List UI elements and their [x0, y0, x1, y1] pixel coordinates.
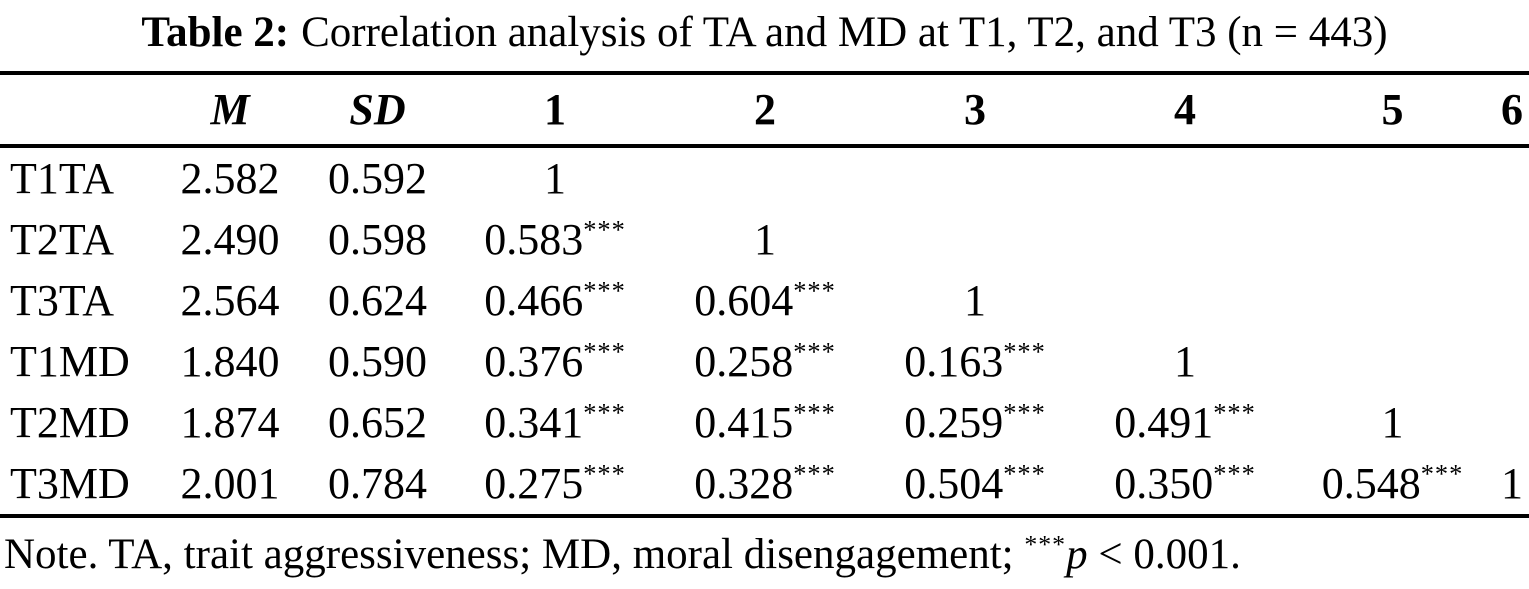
significance-stars: *** [1420, 458, 1464, 489]
significance-stars: *** [793, 275, 836, 306]
table-cell: 1.840 [180, 337, 280, 387]
significance-stars: *** [1213, 397, 1256, 428]
significance-stars: *** [793, 336, 836, 367]
significance-stars: *** [1003, 458, 1046, 489]
table-cell [1495, 392, 1529, 453]
table-row: T2MD 1.874 0.652 0.341*** 0.415*** 0.259*** 0.… [0, 392, 1529, 453]
note-suffix: < 0.001. [1087, 531, 1241, 579]
significance-stars: *** [583, 214, 626, 245]
table-title: Table 2: Correlation analysis of TA and M… [0, 0, 1529, 57]
correlation-table: M SD 1 2 3 4 5 6 T1TA 2.582 0.592 1 T2TA 2.49… [0, 71, 1529, 519]
table-cell [1290, 331, 1495, 392]
table-cell [1290, 270, 1495, 331]
table-cell: 2.582 [180, 154, 280, 204]
table-cell: 0.598 [328, 215, 427, 265]
table-cell [1080, 146, 1290, 209]
table-cell: 1 [964, 276, 986, 326]
table-cell [660, 146, 870, 209]
table-cell [1290, 209, 1495, 270]
table-cell: 0.491*** [1114, 397, 1256, 448]
row-label: T1TA [10, 154, 115, 204]
table-cell: 0.376*** [484, 336, 626, 387]
table-cell: 1 [1381, 398, 1404, 448]
table-cell: 1 [1174, 337, 1196, 387]
row-label: T2TA [10, 215, 115, 265]
table-body: T1TA 2.582 0.592 1 T2TA 2.490 0.598 0.583*** 1 T3… [0, 146, 1529, 516]
table-cell: 1 [1501, 459, 1523, 509]
table-caption: Correlation analysis of TA and MD at T1,… [301, 9, 1388, 56]
table-row: T1TA 2.582 0.592 1 [0, 146, 1529, 209]
table-cell: 0.328*** [694, 458, 836, 509]
table-cell [1080, 270, 1290, 331]
table-cell: 0.604*** [694, 275, 836, 326]
table-cell [870, 209, 1080, 270]
table-cell: 2.001 [180, 459, 280, 509]
table-cell: 0.652 [328, 398, 427, 448]
table-cell [1495, 146, 1529, 209]
table-cell: 0.592 [328, 154, 427, 204]
note-prefix: Note. TA, trait aggressiveness; MD, mora… [4, 531, 1025, 579]
table-cell: 0.258*** [694, 336, 836, 387]
table-note: Note. TA, trait aggressiveness; MD, mora… [0, 530, 1529, 579]
table-row: T3TA 2.564 0.624 0.466*** 0.604*** 1 [0, 270, 1529, 331]
row-label: T3TA [10, 276, 115, 326]
table-cell [1290, 146, 1495, 209]
table-row: T3MD 2.001 0.784 0.275*** 0.328*** 0.504*** 0.… [0, 453, 1529, 516]
table-cell [870, 146, 1080, 209]
table-cell [1080, 209, 1290, 270]
col-header-4: 4 [1080, 73, 1290, 149]
table-cell: 0.784 [328, 459, 427, 509]
table-row: T1MD 1.840 0.590 0.376*** 0.258*** 0.163*** 1 [0, 331, 1529, 392]
col-header-variable [0, 73, 155, 149]
row-label: T1MD [10, 337, 130, 387]
table-cell: 0.504*** [904, 458, 1046, 509]
col-header-5: 5 [1290, 73, 1495, 149]
col-header-mean: M [155, 73, 305, 149]
table-cell [1495, 270, 1529, 331]
significance-stars: *** [1003, 336, 1046, 367]
table-cell [1495, 209, 1529, 270]
table-cell: 0.624 [328, 276, 427, 326]
significance-stars: *** [1003, 397, 1046, 428]
note-p-symbol: p [1066, 531, 1088, 579]
table-cell: 0.341*** [484, 397, 626, 448]
col-header-6: 6 [1495, 73, 1529, 149]
table-cell: 1 [544, 154, 566, 204]
col-header-2: 2 [660, 73, 870, 149]
table-cell: 0.583*** [484, 214, 626, 265]
table-cell: 0.350*** [1114, 458, 1256, 509]
row-label: T2MD [10, 398, 130, 448]
table-cell: 1 [754, 215, 776, 265]
table-cell: 2.490 [180, 215, 280, 265]
significance-stars: *** [583, 275, 626, 306]
table-cell: 0.590 [328, 337, 427, 387]
table-cell: 0.415*** [694, 397, 836, 448]
significance-stars: *** [583, 336, 626, 367]
table-cell: 1.874 [180, 398, 280, 448]
table-cell: 0.275*** [484, 458, 626, 509]
significance-stars: *** [583, 397, 626, 428]
table-cell: 2.564 [180, 276, 280, 326]
col-header-3: 3 [870, 73, 1080, 149]
table-cell: 0.259*** [904, 397, 1046, 448]
significance-stars: *** [793, 397, 836, 428]
table-cell: 0.548*** [1321, 458, 1464, 509]
significance-stars: *** [1213, 458, 1256, 489]
col-header-sd: SD [305, 73, 450, 149]
table-cell: 0.163*** [904, 336, 1046, 387]
table-row: T2TA 2.490 0.598 0.583*** 1 [0, 209, 1529, 270]
row-label: T3MD [10, 459, 130, 509]
significance-stars: *** [793, 458, 836, 489]
col-header-1: 1 [450, 73, 660, 149]
table-number-label: Table 2: [141, 9, 290, 56]
table-cell: 0.466*** [484, 275, 626, 326]
header-row: M SD 1 2 3 4 5 6 [0, 73, 1529, 149]
note-significance-stars: *** [1024, 530, 1067, 560]
significance-stars: *** [583, 458, 626, 489]
table-cell [1495, 331, 1529, 392]
